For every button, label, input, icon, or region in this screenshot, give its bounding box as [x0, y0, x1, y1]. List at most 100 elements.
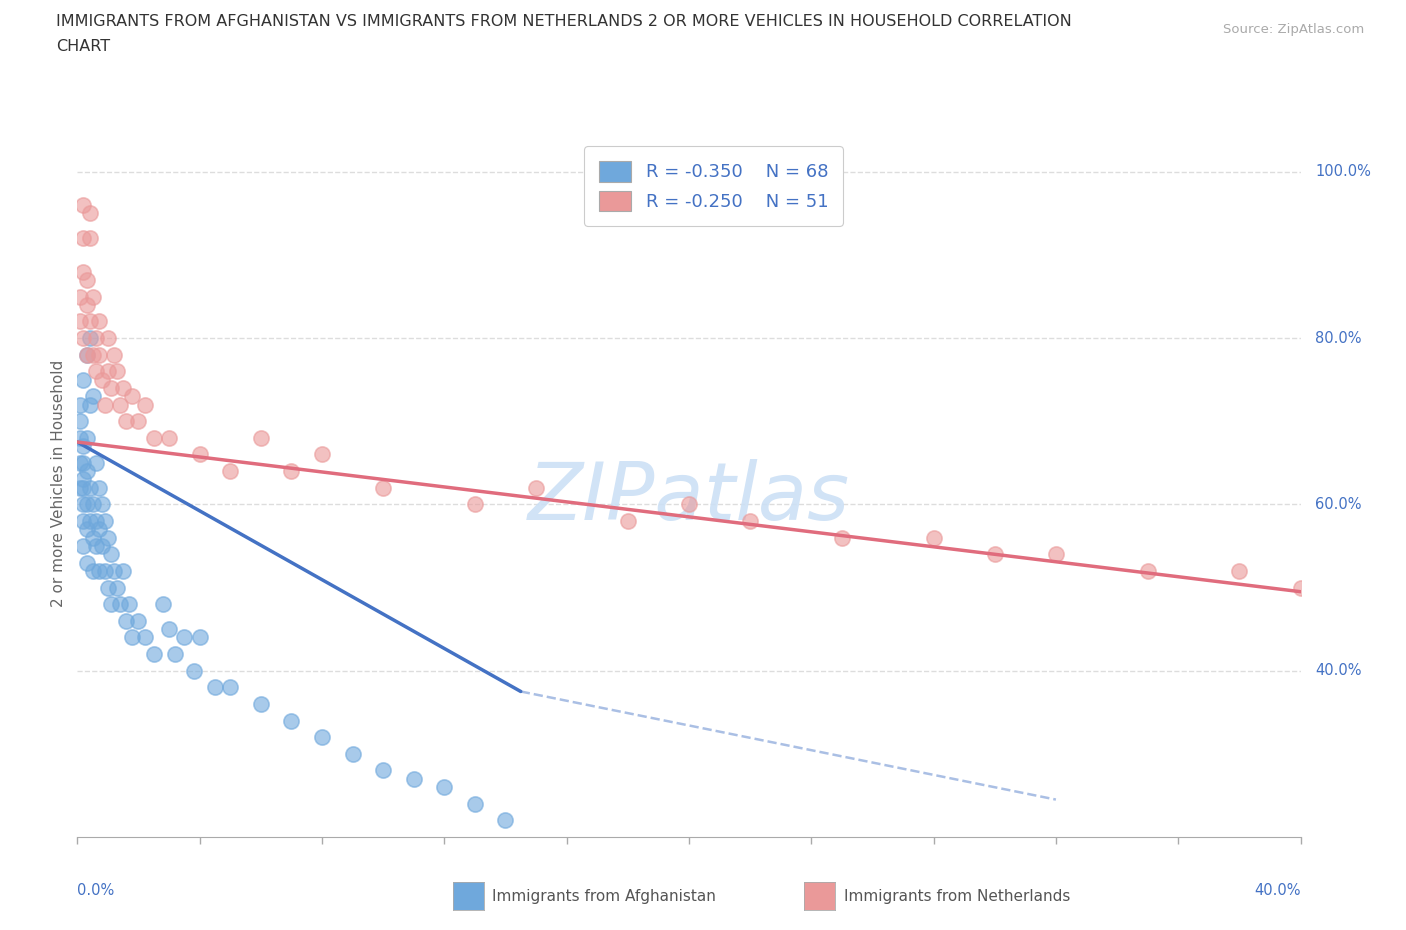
Point: [72, 480, 94, 495]
Point: [118, 597, 141, 612]
Point: [94, 513, 117, 528]
Point: [82, 564, 104, 578]
Point: [105, 364, 128, 379]
Point: [97, 364, 120, 379]
Point: [76, 298, 98, 312]
Point: [84, 513, 107, 528]
Point: [740, 513, 762, 528]
Point: [250, 431, 273, 445]
Point: [1045, 547, 1067, 562]
Text: 0.0%: 0.0%: [77, 883, 114, 897]
Point: [90, 538, 112, 553]
Point: [72, 439, 94, 454]
Point: [79, 231, 101, 246]
Point: [69, 414, 91, 429]
Point: [82, 289, 104, 304]
Point: [134, 630, 156, 644]
Legend: R = -0.350    N = 68, R = -0.250    N = 51: R = -0.350 N = 68, R = -0.250 N = 51: [583, 146, 842, 226]
Point: [76, 497, 98, 512]
Point: [433, 779, 456, 794]
Point: [183, 663, 205, 678]
Point: [103, 564, 125, 578]
Point: [100, 380, 122, 395]
Point: [87, 347, 110, 362]
Point: [402, 771, 425, 786]
Point: [105, 580, 128, 595]
Point: [87, 522, 110, 537]
Point: [115, 414, 138, 429]
Point: [152, 597, 174, 612]
Point: [82, 389, 104, 404]
Point: [1229, 564, 1251, 578]
Point: [82, 497, 104, 512]
Point: [94, 564, 117, 578]
Point: [127, 414, 149, 429]
Point: [94, 397, 117, 412]
Point: [69, 289, 91, 304]
Point: [76, 347, 98, 362]
Point: [79, 480, 101, 495]
Point: [79, 206, 101, 220]
Point: [100, 547, 122, 562]
Text: 60.0%: 60.0%: [1315, 497, 1362, 512]
Point: [204, 680, 226, 695]
Point: [72, 456, 94, 471]
Point: [84, 331, 107, 346]
Point: [115, 614, 138, 629]
Point: [84, 456, 107, 471]
Point: [76, 522, 98, 537]
Point: [495, 813, 517, 828]
Point: [87, 564, 110, 578]
Point: [72, 264, 94, 279]
Point: [69, 480, 91, 495]
Point: [157, 621, 180, 636]
Point: [121, 389, 143, 404]
Point: [250, 697, 273, 711]
Point: [108, 397, 131, 412]
Point: [219, 464, 242, 479]
Point: [280, 713, 302, 728]
Point: [79, 314, 101, 329]
Point: [69, 314, 91, 329]
Point: [464, 497, 486, 512]
Point: [82, 347, 104, 362]
Point: [97, 580, 120, 595]
Text: ZIPatlas: ZIPatlas: [527, 458, 851, 537]
Point: [127, 614, 149, 629]
Point: [76, 555, 98, 570]
Point: [678, 497, 700, 512]
Point: [984, 547, 1007, 562]
Point: [72, 197, 94, 212]
Point: [76, 272, 98, 287]
Point: [165, 646, 187, 661]
Point: [524, 480, 547, 495]
Point: [69, 431, 91, 445]
Y-axis label: 2 or more Vehicles in Household: 2 or more Vehicles in Household: [51, 360, 66, 607]
Point: [79, 397, 101, 412]
Point: [617, 513, 640, 528]
Point: [72, 472, 94, 487]
Point: [134, 397, 156, 412]
Text: CHART: CHART: [56, 39, 110, 54]
Text: 40.0%: 40.0%: [1254, 883, 1301, 897]
Point: [82, 530, 104, 545]
Point: [831, 530, 853, 545]
Point: [280, 464, 302, 479]
Point: [100, 597, 122, 612]
Point: [69, 397, 91, 412]
Point: [121, 630, 143, 644]
Point: [72, 231, 94, 246]
Point: [219, 680, 242, 695]
Point: [84, 364, 107, 379]
Point: [1136, 564, 1159, 578]
Text: IMMIGRANTS FROM AFGHANISTAN VS IMMIGRANTS FROM NETHERLANDS 2 OR MORE VEHICLES IN: IMMIGRANTS FROM AFGHANISTAN VS IMMIGRANT…: [56, 14, 1071, 29]
Text: 40.0%: 40.0%: [1315, 663, 1362, 678]
Point: [173, 630, 195, 644]
Point: [97, 331, 120, 346]
Point: [464, 796, 486, 811]
Point: [371, 763, 394, 777]
Point: [922, 530, 945, 545]
Point: [142, 646, 165, 661]
Point: [342, 747, 364, 762]
Point: [87, 480, 110, 495]
